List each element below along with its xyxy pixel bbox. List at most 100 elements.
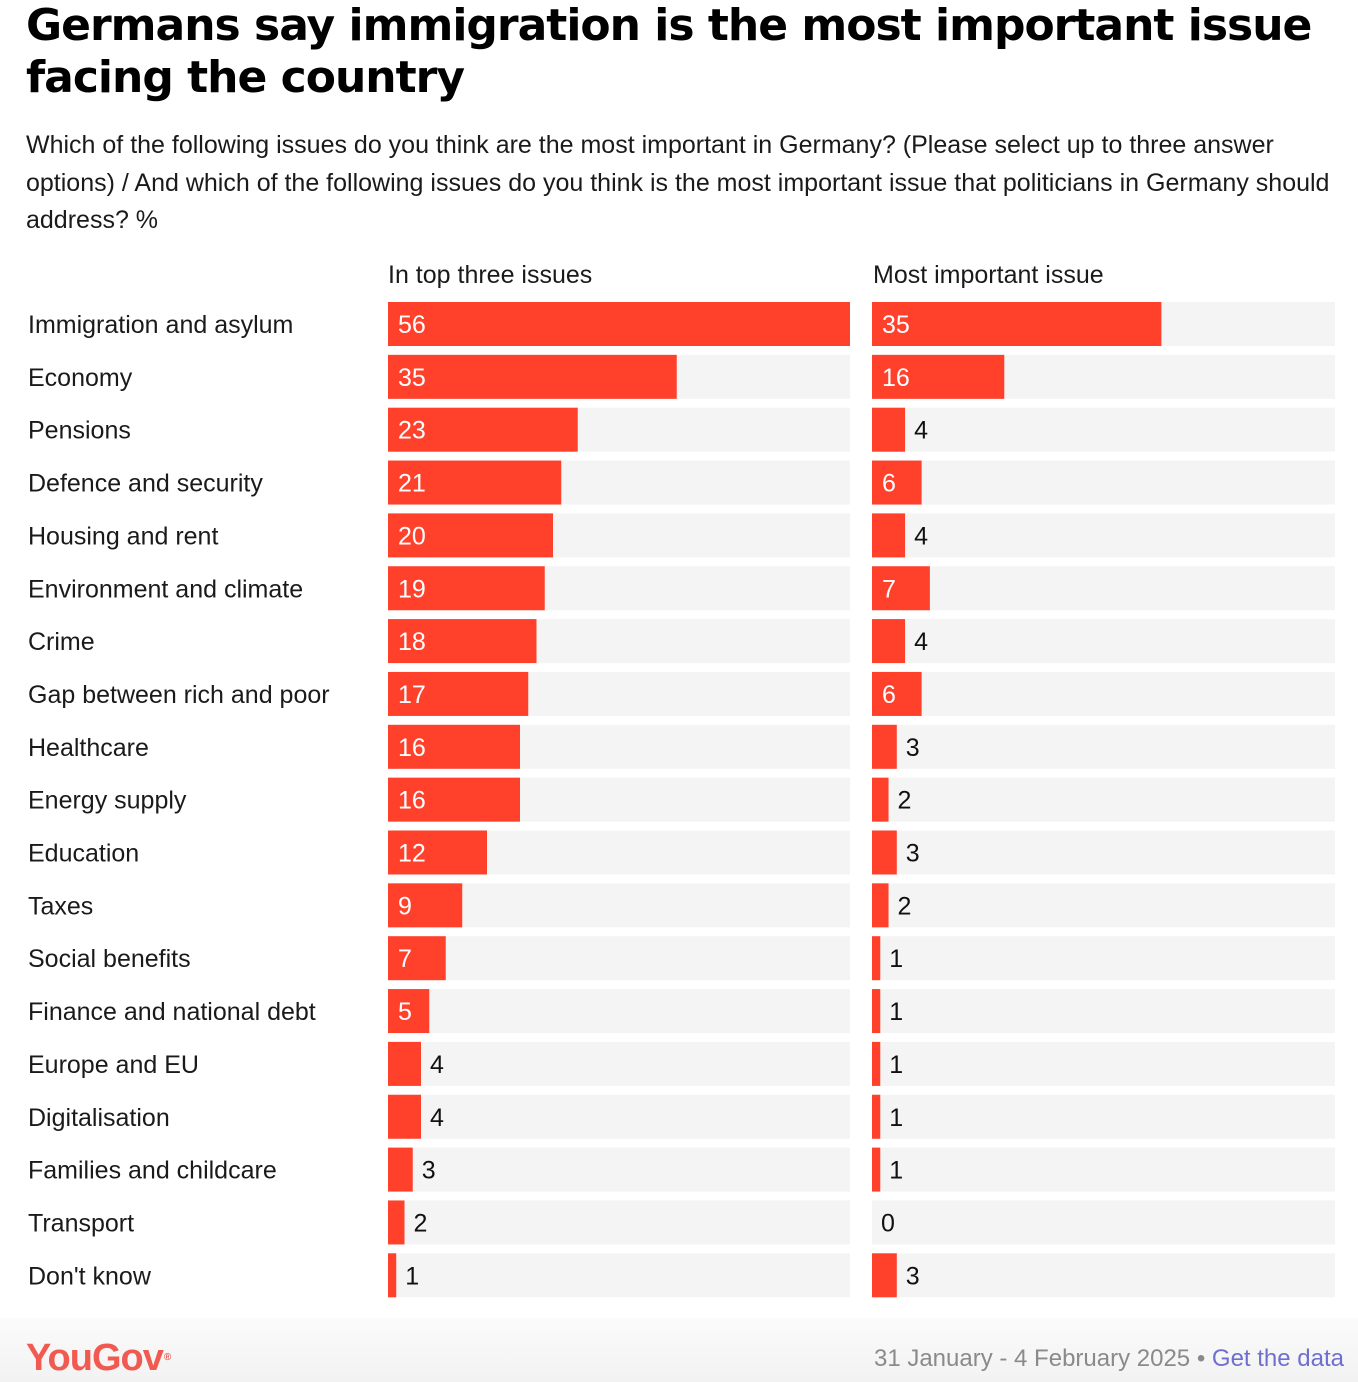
value-label-top-three-crime: 18: [398, 628, 426, 656]
value-label-top-three-transport: 2: [414, 1209, 428, 1237]
bar-track-top-three-transport: [388, 1200, 850, 1245]
bar-most-important-gap-between-rich-and-poor: [872, 671, 922, 716]
category-label-crime: Crime: [28, 628, 95, 656]
category-label-europe-and-eu: Europe and EU: [28, 1051, 199, 1079]
chart-subtitle: Which of the following issues do you thi…: [26, 131, 1330, 234]
bar-track-most-important-energy-supply: [872, 777, 1335, 822]
value-label-top-three-families-and-childcare: 3: [422, 1157, 436, 1185]
bar-most-important-defence-and-security: [872, 460, 922, 505]
category-label-immigration-and-asylum: Immigration and asylum: [28, 311, 293, 339]
bar-most-important-economy: [872, 354, 1005, 399]
bar-top-three-digitalisation: [388, 1094, 421, 1139]
value-label-most-important-energy-supply: 2: [898, 787, 912, 815]
bar-track-most-important-finance-and-national-debt: [872, 989, 1335, 1034]
value-label-most-important-housing-and-rent: 4: [914, 522, 928, 550]
bar-track-most-important-environment-and-climate: [872, 566, 1335, 611]
value-label-most-important-immigration-and-asylum: 35: [882, 311, 910, 339]
category-label-finance-and-national-debt: Finance and national debt: [28, 998, 316, 1026]
category-label-digitalisation: Digitalisation: [28, 1104, 170, 1132]
bar-track-most-important-taxes: [872, 883, 1335, 928]
value-label-most-important-digitalisation: 1: [889, 1104, 903, 1132]
category-label-healthcare: Healthcare: [28, 734, 149, 762]
bar-track-most-important-housing-and-rent: [872, 513, 1335, 558]
category-label-energy-supply: Energy supply: [28, 787, 187, 815]
category-label-economy: Economy: [28, 364, 133, 392]
bar-track-most-important-defence-and-security: [872, 460, 1335, 505]
bar-track-most-important-social-benefits: [872, 936, 1335, 981]
category-label-taxes: Taxes: [28, 892, 93, 920]
bar-most-important-taxes: [872, 883, 889, 928]
bar-top-three-education: [388, 830, 487, 875]
value-label-top-three-finance-and-national-debt: 5: [398, 998, 412, 1026]
bar-track-most-important-transport: [872, 1200, 1335, 1245]
bar-chart: Immigration and asylum 5 6 35 Economy 35 16 Pen…: [28, 302, 1335, 1298]
bar-top-three-housing-and-rent: [388, 513, 553, 558]
value-label-most-important-education: 3: [906, 840, 920, 868]
value-label-most-important-finance-and-national-debt: 1: [889, 998, 903, 1026]
value-label-top-three-don-t-know: 1: [405, 1262, 419, 1290]
bar-track-top-three-taxes: [388, 883, 850, 928]
chart-title: Germans say immigration is the most impo…: [26, 0, 1312, 103]
category-label-social-benefits: Social benefits: [28, 945, 191, 973]
bar-top-three-social-benefits: [388, 936, 446, 981]
bar-top-three-europe-and-eu: [388, 1041, 421, 1086]
bar-track-most-important-education: [872, 830, 1335, 875]
category-label-defence-and-security: Defence and security: [28, 470, 263, 498]
category-label-pensions: Pensions: [28, 417, 131, 445]
bar-most-important-housing-and-rent: [872, 513, 906, 558]
category-label-housing-and-rent: Housing and rent: [28, 522, 218, 550]
bar-most-important-digitalisation: [872, 1094, 881, 1139]
value-label-top-three-education: 12: [398, 840, 426, 868]
bar-track-top-three-social-benefits: [388, 936, 850, 981]
bar-most-important-social-benefits: [872, 936, 881, 981]
category-label-gap-between-rich-and-poor: Gap between rich and poor: [28, 681, 330, 709]
bar-top-three-defence-and-security: [388, 460, 562, 505]
bar-track-top-three-don-t-know: [388, 1253, 850, 1298]
value-label-most-important-europe-and-eu: 1: [889, 1051, 903, 1079]
value-label-most-important-don-t-know: 3: [906, 1262, 920, 1290]
value-label-most-important-crime: 4: [914, 628, 928, 656]
value-label-most-important-defence-and-security: 6: [882, 470, 896, 498]
value-label-top-three-housing-and-rent: 20: [398, 522, 426, 550]
value-label-top-three-europe-and-eu: 4: [430, 1051, 444, 1079]
survey-date: 31 January - 4 February 2025: [873, 1345, 1191, 1372]
bar-most-important-finance-and-national-debt: [872, 989, 881, 1034]
bar-most-important-crime: [872, 619, 906, 664]
category-label-education: Education: [28, 840, 139, 868]
get-the-data-link[interactable]: Get the data: [1211, 1345, 1344, 1372]
value-label-top-three-taxes: 9: [398, 892, 412, 920]
bar-top-three-don-t-know: [388, 1253, 397, 1298]
bar-most-important-families-and-childcare: [872, 1147, 881, 1192]
bar-track-most-important-pensions: [872, 407, 1335, 452]
column-header-most-important: Most important issue: [873, 261, 1104, 289]
bar-top-three-pensions: [388, 407, 578, 452]
value-label-most-important-taxes: 2: [898, 892, 912, 920]
bar-most-important-environment-and-climate: [872, 566, 930, 611]
value-label-most-important-environment-and-climate: 7: [882, 575, 896, 603]
bar-track-most-important-healthcare: [872, 724, 1335, 769]
bar-most-important-don-t-know: [872, 1253, 897, 1298]
value-label-most-important-healthcare: 3: [906, 734, 920, 762]
bar-top-three-healthcare: [388, 724, 520, 769]
category-label-families-and-childcare: Families and childcare: [28, 1157, 277, 1185]
bar-track-most-important-don-t-know: [872, 1253, 1335, 1298]
footer: [0, 1318, 1358, 1382]
separator-dot: •: [1196, 1345, 1206, 1372]
column-header-top-three: In top three issues: [388, 261, 593, 289]
value-label-most-important-pensions: 4: [914, 417, 928, 445]
bar-top-three-families-and-childcare: [388, 1147, 413, 1192]
value-label-top-three-digitalisation: 4: [430, 1104, 444, 1132]
value-label-most-important-families-and-childcare: 1: [889, 1157, 903, 1185]
bar-most-important-pensions: [872, 407, 906, 452]
bar-track-top-three-families-and-childcare: [388, 1147, 850, 1192]
value-label-top-three-gap-between-rich-and-poor: 17: [398, 681, 426, 709]
bar-most-important-energy-supply: [872, 777, 889, 822]
category-label-don-t-know: Don't know: [28, 1262, 152, 1290]
value-label-top-three-healthcare: 16: [398, 734, 426, 762]
value-label-most-important-economy: 16: [882, 364, 910, 392]
bar-track-top-three-digitalisation: [388, 1094, 850, 1139]
category-label-environment-and-climate: Environment and climate: [28, 575, 303, 603]
value-label-top-three-energy-supply: 16: [398, 787, 426, 815]
value-label-top-three-economy: 35: [398, 364, 426, 392]
bar-top-three-energy-supply: [388, 777, 520, 822]
